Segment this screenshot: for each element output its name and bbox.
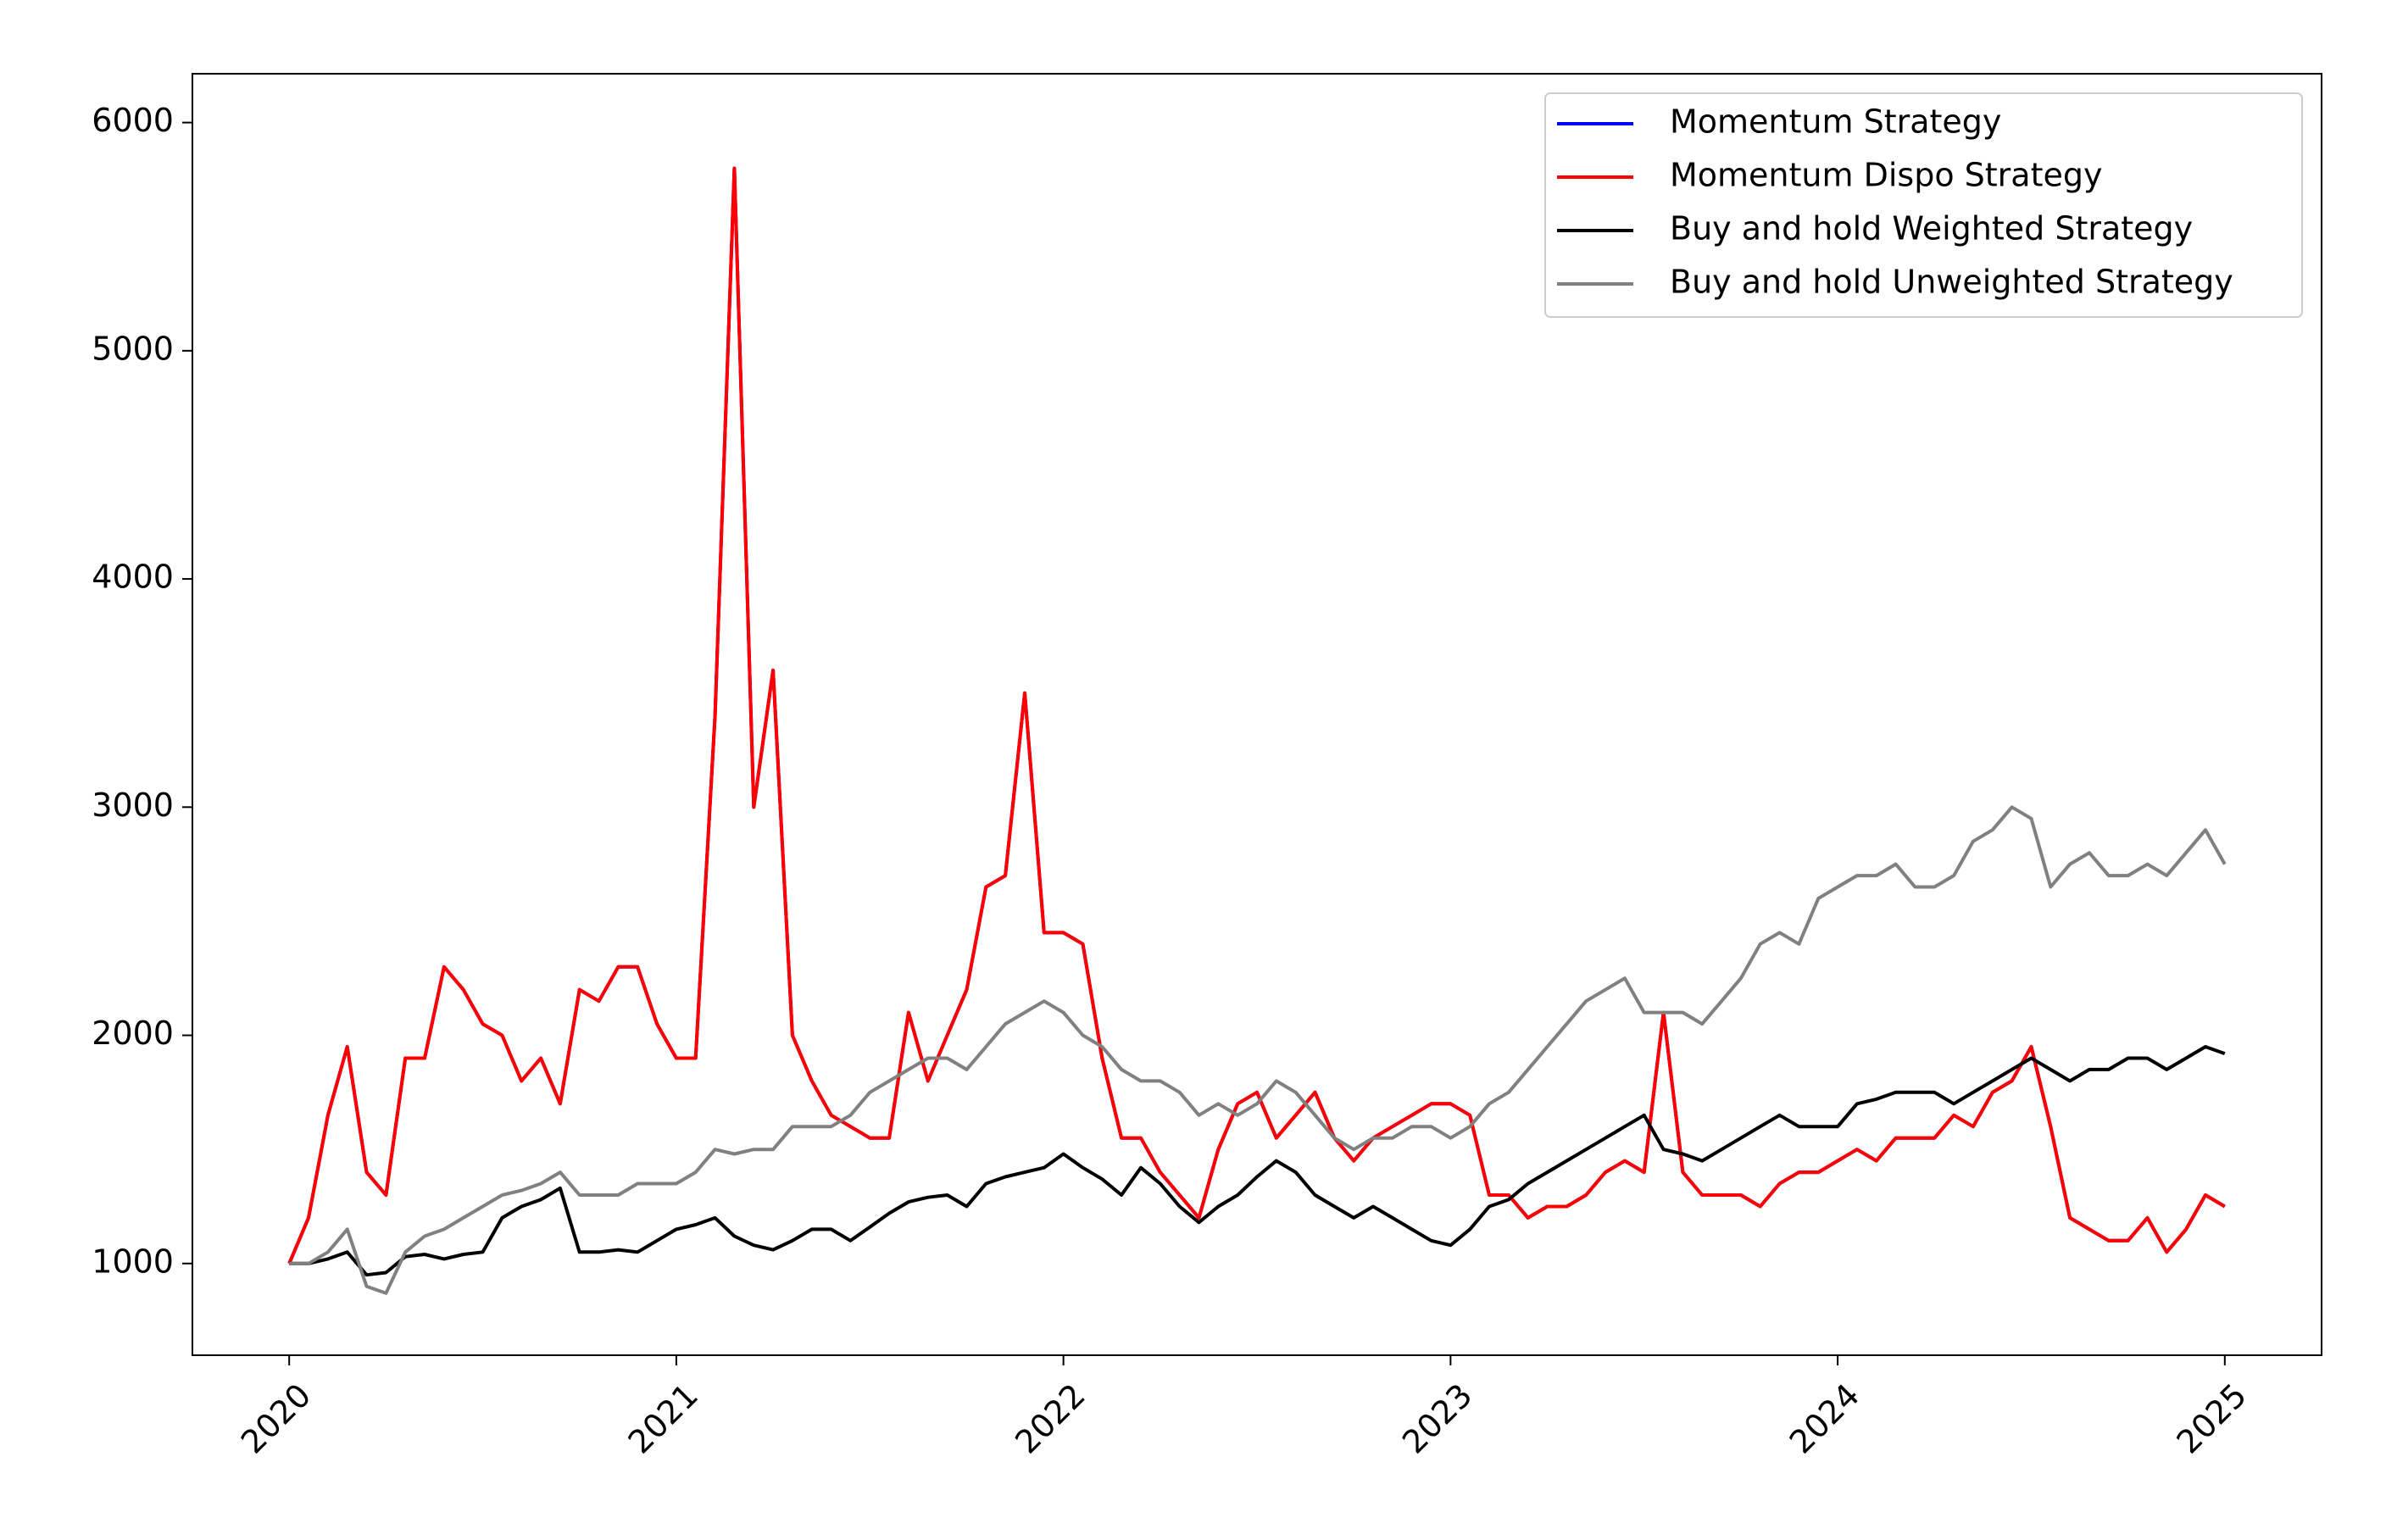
- legend-label: Momentum Strategy: [1670, 103, 2001, 141]
- plot-frame: [192, 73, 2322, 1356]
- legend-label: Momentum Dispo Strategy: [1670, 157, 2102, 194]
- series-line: [287, 166, 2226, 1265]
- x-tick-label: 2025: [2169, 1376, 2254, 1461]
- y-tick-label: 4000: [92, 559, 174, 596]
- y-tick-label: 2000: [92, 1015, 174, 1052]
- series-line: [289, 805, 2227, 1295]
- legend-label: Buy and hold Weighted Strategy: [1670, 210, 2193, 247]
- legend-box: [1544, 92, 2303, 318]
- x-tick-label: 2022: [1008, 1376, 1093, 1461]
- y-tick-label: 6000: [92, 102, 174, 139]
- y-tick-label: 3000: [92, 787, 174, 824]
- y-tick-label: 5000: [92, 330, 174, 367]
- series-line: [289, 1045, 2226, 1277]
- x-tick-label: 2024: [1783, 1376, 1867, 1461]
- series-line: [287, 166, 2226, 1265]
- y-tick-label: 1000: [92, 1243, 174, 1280]
- x-tick-label: 2020: [234, 1376, 319, 1461]
- x-tick-label: 2023: [1395, 1376, 1480, 1461]
- legend-label: Buy and hold Unweighted Strategy: [1670, 264, 2233, 301]
- x-tick-label: 2021: [621, 1376, 706, 1461]
